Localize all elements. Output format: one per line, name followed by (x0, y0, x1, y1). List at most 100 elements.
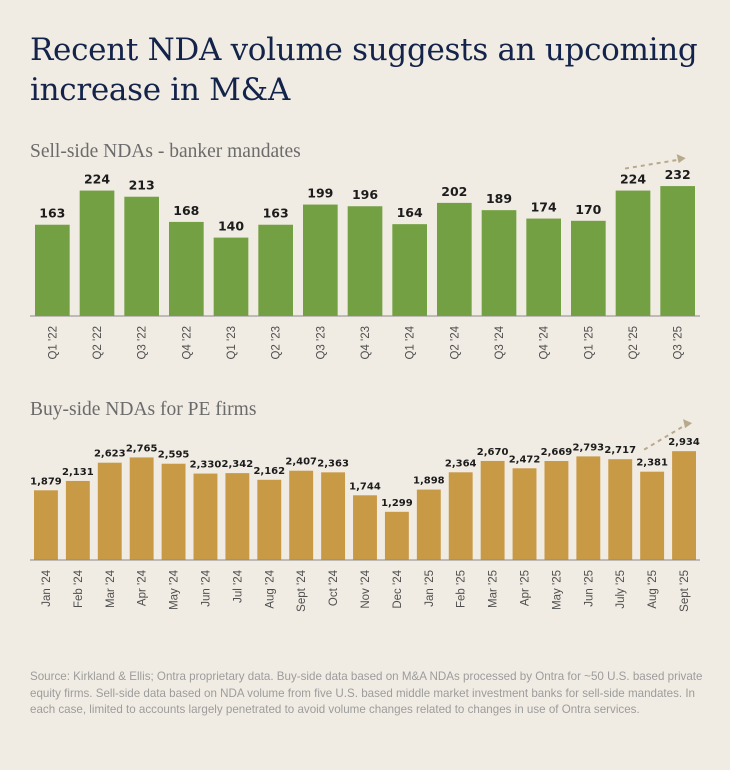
sell-value-label: 202 (441, 184, 467, 199)
buy-category-label: Feb '25 (456, 570, 468, 608)
sell-value-label: 174 (531, 200, 557, 215)
buy-bar (672, 451, 696, 560)
buy-value-label: 2,407 (285, 457, 317, 468)
buy-bar (257, 479, 282, 560)
buy-bar (512, 468, 537, 560)
buy-category-label: Apr '25 (520, 570, 532, 606)
sell-value-label: 164 (397, 205, 423, 220)
buy-bar (161, 463, 186, 560)
buy-category-label: Jan '25 (424, 570, 436, 607)
buy-value-label: 2,717 (604, 445, 636, 456)
buy-value-label: 2,363 (317, 458, 349, 469)
buy-value-label: 1,744 (349, 481, 381, 492)
sell-category-label: Q4 '24 (539, 325, 551, 359)
sell-bar (124, 196, 159, 316)
buy-trend-arrow-head (683, 419, 693, 429)
sell-value-label: 224 (620, 172, 646, 187)
buy-bar (193, 473, 218, 560)
sell-value-label: 170 (575, 202, 601, 217)
buy-value-label: 2,595 (158, 450, 190, 461)
buy-bar (97, 462, 122, 560)
buy-category-label: Aug '24 (264, 569, 276, 608)
buy-category-label: Apr '24 (137, 569, 149, 606)
sell-side-bar-chart: 163 Q1 '22 224 Q2 '22 213 Q3 '22 168 Q4 '22 140 Q… (30, 154, 700, 360)
buy-value-label: 2,765 (126, 443, 158, 454)
sell-category-label: Q3 '23 (315, 326, 327, 360)
buy-category-label: Sept '25 (679, 570, 691, 612)
buy-value-label: 2,472 (509, 454, 541, 465)
buy-bar (384, 511, 409, 560)
buy-category-label: Sept '24 (296, 569, 308, 611)
sell-category-label: Q2 '22 (92, 326, 104, 360)
buy-value-label: 2,934 (668, 437, 700, 448)
sell-value-label: 224 (84, 172, 110, 187)
buy-category-label: May '25 (551, 570, 563, 610)
sell-category-label: Q1 '25 (583, 326, 595, 360)
buy-bar (321, 472, 346, 560)
buy-category-label: Mar '25 (488, 570, 500, 608)
buy-bar (640, 471, 665, 560)
buy-value-label: 1,898 (413, 476, 445, 487)
sell-value-label: 189 (486, 191, 512, 206)
sell-category-label: Q3 '24 (494, 325, 506, 359)
sell-bar (615, 190, 651, 316)
buy-bar (448, 472, 473, 560)
source-note: Source: Kirkland & Ellis; Ontra propriet… (30, 670, 703, 716)
sell-category-label: Q1 '24 (405, 325, 417, 359)
sell-category-label: Q3 '25 (673, 326, 685, 360)
buy-value-label: 2,364 (445, 458, 477, 469)
buy-category-label: Aug '25 (647, 570, 659, 609)
buy-category-label: July '25 (615, 570, 627, 609)
sell-bar (35, 224, 70, 316)
sell-category-label: Q4 '22 (181, 326, 193, 360)
buy-category-label: Oct '24 (328, 569, 340, 606)
buy-value-label: 1,879 (30, 476, 62, 487)
buy-category-label: Jul '24 (232, 569, 244, 602)
sell-value-label: 163 (263, 206, 289, 221)
buy-side-bar-chart: 1,879 Jan '24 2,131 Feb '24 2,623 Mar '24 2,76… (30, 419, 700, 612)
sell-category-label: Q2 '24 (449, 325, 461, 359)
sell-value-label: 232 (665, 167, 691, 182)
sell-category-label: Q1 '23 (226, 326, 238, 360)
buy-category-label: Jun '24 (200, 569, 212, 606)
buy-trend-arrow (643, 423, 687, 451)
sell-bar (571, 220, 606, 316)
sell-value-label: 213 (129, 178, 155, 193)
page-title: Recent NDA volume suggests an upcoming i… (30, 32, 698, 108)
buy-category-label: May '24 (169, 569, 181, 610)
buy-bar (65, 480, 90, 560)
buy-value-label: 2,342 (222, 459, 254, 470)
buy-bar (353, 495, 377, 560)
buy-value-label: 2,793 (573, 442, 605, 453)
sell-bar (303, 204, 338, 316)
buy-bar (576, 456, 601, 560)
buy-category-label: Feb '24 (73, 569, 85, 608)
sell-value-label: 199 (307, 186, 333, 201)
buy-category-label: Jun '25 (583, 570, 595, 607)
buy-bar (289, 470, 314, 560)
buy-side-chart-title: Buy-side NDAs for PE firms (30, 399, 257, 420)
sell-bar (526, 218, 561, 316)
buy-category-label: Jan '24 (41, 569, 53, 606)
buy-bar (480, 460, 505, 560)
sell-category-label: Q4 '23 (360, 326, 372, 360)
buy-value-label: 2,381 (636, 458, 668, 469)
buy-value-label: 1,299 (381, 498, 413, 509)
buy-bar (608, 459, 633, 560)
sell-side-chart-title: Sell-side NDAs - banker mandates (30, 141, 301, 162)
buy-bar (416, 489, 441, 560)
sell-category-label: Q1 '22 (47, 326, 59, 360)
buy-bar (34, 490, 58, 560)
sell-value-label: 163 (39, 206, 65, 221)
buy-value-label: 2,330 (190, 460, 222, 471)
buy-value-label: 2,670 (477, 447, 509, 458)
buy-value-label: 2,162 (253, 466, 285, 477)
sell-bar (481, 210, 517, 316)
buy-category-label: Mar '24 (105, 569, 117, 608)
buy-category-label: Nov '24 (360, 569, 372, 608)
sell-bar (437, 202, 472, 316)
buy-category-label: Dec '24 (392, 569, 404, 608)
buy-bar (129, 457, 154, 560)
sell-bar (258, 224, 293, 316)
sell-bar (213, 237, 249, 316)
